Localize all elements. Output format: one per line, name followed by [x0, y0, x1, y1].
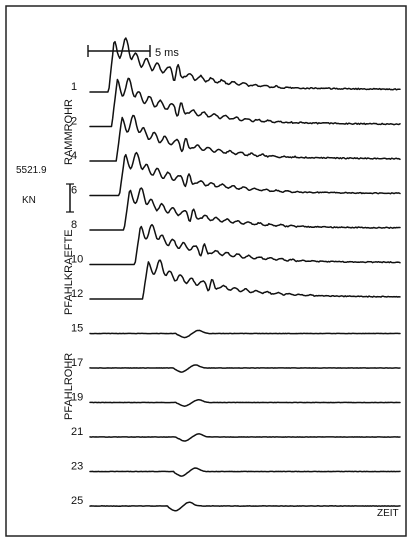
trace-21	[89, 433, 401, 442]
x-axis-label: ZEIT	[377, 508, 399, 519]
trace-19	[89, 398, 401, 407]
force-scale-unit: KN	[22, 195, 36, 206]
group-label-pfahlkraefte: PFAHLKRAEFTE	[63, 229, 75, 315]
time-scale-label: 5 ms	[155, 47, 179, 59]
trace-23	[89, 467, 401, 477]
group-label-rammrohr: RAMMROHR	[63, 99, 75, 165]
trace-label-2: 2	[71, 116, 77, 128]
time-scale-bar	[87, 45, 151, 57]
trace-2	[89, 77, 401, 128]
trace-label-6: 6	[71, 185, 77, 197]
trace-label-25: 25	[71, 495, 83, 507]
trace-label-17: 17	[71, 357, 83, 369]
figure-frame	[5, 5, 407, 537]
trace-8	[89, 187, 401, 231]
trace-15	[89, 329, 401, 339]
trace-17	[89, 364, 401, 373]
trace-25	[89, 501, 401, 512]
trace-label-8: 8	[71, 219, 77, 231]
trace-label-15: 15	[71, 323, 83, 335]
trace-label-12: 12	[71, 288, 83, 300]
group-label-pfahlrohr: PFAHLROHR	[63, 353, 75, 420]
trace-label-4: 4	[71, 150, 77, 162]
trace-1	[89, 37, 401, 93]
trace-label-21: 21	[71, 426, 83, 438]
trace-6	[89, 151, 401, 197]
trace-label-1: 1	[71, 81, 77, 93]
trace-12	[89, 259, 401, 300]
trace-label-10: 10	[71, 254, 83, 266]
force-scale-value: 5521.9	[16, 165, 47, 176]
trace-4	[89, 114, 401, 162]
trace-label-23: 23	[71, 461, 83, 473]
trace-label-19: 19	[71, 392, 83, 404]
trace-10	[89, 223, 401, 266]
